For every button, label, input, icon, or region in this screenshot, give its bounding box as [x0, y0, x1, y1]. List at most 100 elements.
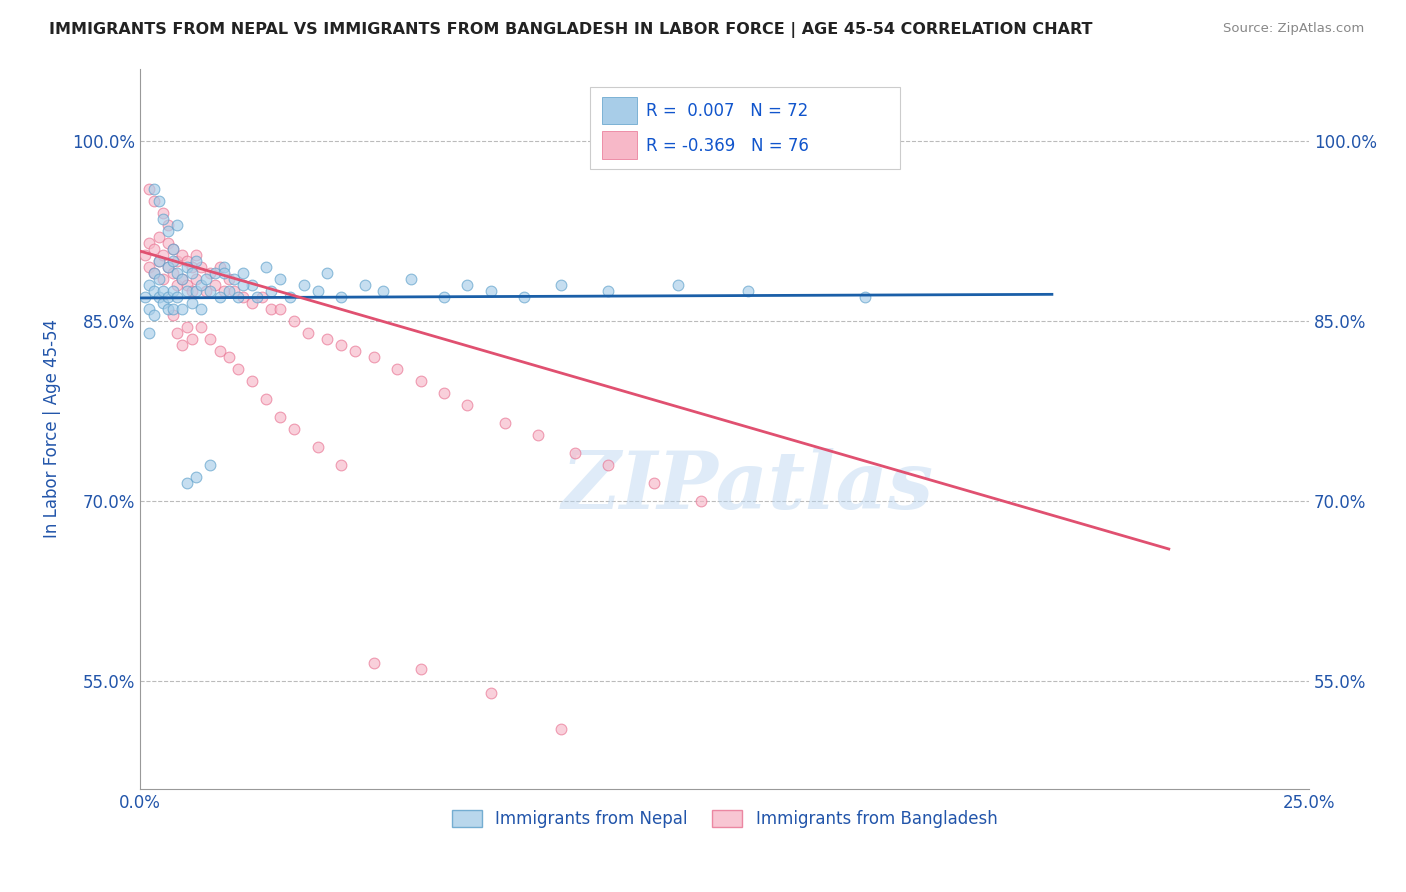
Point — [218, 284, 240, 298]
Point — [666, 277, 689, 292]
Point — [138, 260, 160, 274]
Point — [222, 284, 245, 298]
Point — [148, 253, 170, 268]
Point — [208, 290, 231, 304]
FancyBboxPatch shape — [602, 96, 637, 124]
Point — [186, 284, 208, 298]
Point — [292, 277, 315, 292]
Point — [176, 284, 198, 298]
Point — [344, 343, 367, 358]
Point — [456, 398, 478, 412]
Point — [409, 374, 432, 388]
Point — [232, 290, 254, 304]
Point — [214, 266, 236, 280]
Point — [401, 271, 423, 285]
Point — [143, 266, 166, 280]
Point — [143, 181, 166, 195]
Point — [148, 253, 170, 268]
Point — [330, 338, 353, 352]
Point — [363, 350, 385, 364]
Point — [166, 253, 188, 268]
Point — [180, 295, 202, 310]
Point — [138, 235, 160, 250]
Point — [172, 271, 194, 285]
Point — [596, 284, 619, 298]
Point — [186, 248, 208, 262]
Point — [143, 308, 166, 322]
Point — [596, 458, 619, 472]
Point — [214, 284, 236, 298]
Point — [152, 211, 174, 226]
Point — [218, 350, 240, 364]
Point — [269, 301, 291, 316]
Point — [564, 446, 586, 460]
FancyBboxPatch shape — [602, 131, 637, 159]
Point — [152, 248, 174, 262]
Point — [512, 290, 534, 304]
Point — [148, 290, 170, 304]
Point — [157, 218, 180, 232]
Point — [409, 662, 432, 676]
Point — [307, 440, 329, 454]
Point — [226, 361, 249, 376]
Point — [148, 194, 170, 208]
Point — [180, 284, 202, 298]
Point — [260, 301, 283, 316]
Point — [162, 242, 184, 256]
Point — [138, 326, 160, 340]
Point — [550, 277, 572, 292]
Point — [246, 290, 269, 304]
Point — [232, 266, 254, 280]
Point — [316, 332, 339, 346]
Point — [194, 284, 217, 298]
Point — [208, 260, 231, 274]
FancyBboxPatch shape — [591, 87, 900, 169]
Point — [200, 266, 222, 280]
Point — [254, 260, 277, 274]
Point — [180, 266, 202, 280]
Point — [148, 271, 170, 285]
Point — [143, 242, 166, 256]
Point — [138, 301, 160, 316]
Point — [222, 271, 245, 285]
Point — [180, 260, 202, 274]
Point — [278, 290, 301, 304]
Point — [152, 295, 174, 310]
Point — [260, 284, 283, 298]
Point — [172, 248, 194, 262]
Point — [172, 338, 194, 352]
Point — [283, 314, 305, 328]
Point — [269, 271, 291, 285]
Point — [269, 409, 291, 424]
Point — [254, 392, 277, 406]
Point — [240, 277, 263, 292]
Point — [353, 277, 375, 292]
Text: R =  0.007   N = 72: R = 0.007 N = 72 — [647, 102, 808, 120]
Point — [162, 284, 184, 298]
Point — [232, 277, 254, 292]
Point — [162, 242, 184, 256]
Point — [176, 253, 198, 268]
Point — [853, 290, 876, 304]
Point — [200, 332, 222, 346]
Point — [166, 218, 188, 232]
Point — [143, 194, 166, 208]
Point — [479, 284, 502, 298]
Point — [143, 266, 166, 280]
Point — [373, 284, 395, 298]
Point — [218, 271, 240, 285]
Point — [152, 271, 174, 285]
Legend: Immigrants from Nepal, Immigrants from Bangladesh: Immigrants from Nepal, Immigrants from B… — [444, 804, 1004, 835]
Point — [143, 284, 166, 298]
Point — [186, 271, 208, 285]
Point — [226, 290, 249, 304]
Point — [240, 374, 263, 388]
Point — [186, 470, 208, 484]
Point — [157, 224, 180, 238]
Point — [172, 271, 194, 285]
Point — [433, 290, 456, 304]
Point — [363, 656, 385, 670]
Point — [550, 722, 572, 736]
Point — [157, 260, 180, 274]
Point — [176, 260, 198, 274]
